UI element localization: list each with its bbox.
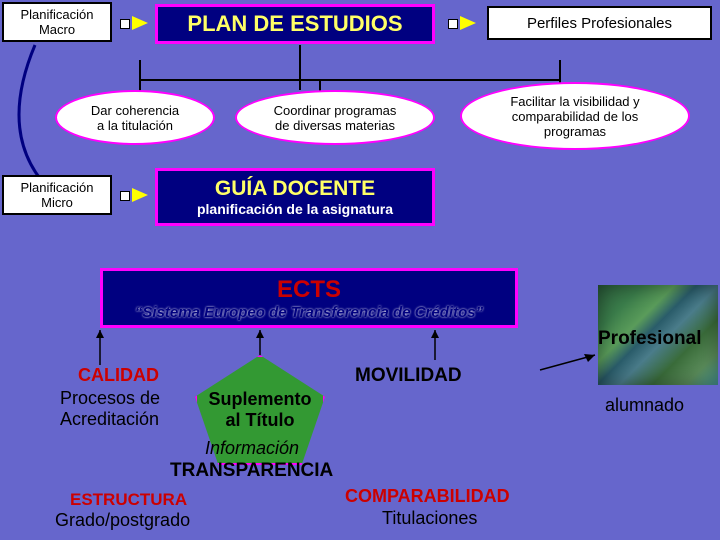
arrow-micro-guia [120,188,150,202]
coh-l2: a la titulación [91,118,179,133]
micro-l2: Micro [41,195,73,210]
text-transparencia: TRANSPARENCIA [170,460,333,482]
guia-l2: planificación de la asignatura [197,201,393,217]
ellipse-coherencia: Dar coherencia a la titulación [55,90,215,145]
perfiles-text: Perfiles Profesionales [527,15,672,32]
fac-l2: comparabilidad de los [510,109,639,124]
ellipse-coordinar: Coordinar programas de diversas materias [235,90,435,145]
fac-l3: programas [510,124,639,139]
text-procesos: Procesos de Acreditación [60,388,160,430]
micro-l1: Planificación [21,180,94,195]
arrow-macro-plan [120,16,150,30]
ellipse-facilitar: Facilitar la visibilidad y comparabilida… [460,82,690,150]
coord-l1: Coordinar programas [274,103,397,118]
text-titulaciones: Titulaciones [382,508,477,529]
guia-l1: GUÍA DOCENTE [215,177,375,201]
text-calidad: CALIDAD [78,365,159,386]
ects-l1: ECTS [277,276,341,304]
pent-l1: Suplemento [208,389,311,410]
text-informacion: Información [205,438,299,459]
box-planificacion-macro: Planificación Macro [2,2,112,42]
macro-l2: Macro [39,22,75,37]
text-estructura: ESTRUCTURA [70,490,187,510]
coh-l1: Dar coherencia [91,103,179,118]
macro-l1: Planificación [21,7,94,22]
text-profesional: Profesional [598,328,701,350]
box-planificacion-micro: Planificación Micro [2,175,112,215]
box-guia-docente: GUÍA DOCENTE planificación de la asignat… [155,168,435,226]
pent-l2: al Título [226,410,295,431]
text-alumnado: alumnado [605,395,684,416]
coord-l2: de diversas materias [274,118,397,133]
text-movilidad: MOVILIDAD [355,365,462,387]
proc-l1: Procesos de [60,388,160,409]
proc-l2: Acreditación [60,409,160,430]
text-comparabilidad: COMPARABILIDAD [345,486,510,507]
fac-l1: Facilitar la visibilidad y [510,94,639,109]
box-perfiles: Perfiles Profesionales [487,6,712,40]
box-plan-estudios: PLAN DE ESTUDIOS [155,4,435,44]
text-grado: Grado/postgrado [55,510,190,531]
arrow-plan-perfiles [448,16,478,30]
plan-text: PLAN DE ESTUDIOS [187,11,402,37]
